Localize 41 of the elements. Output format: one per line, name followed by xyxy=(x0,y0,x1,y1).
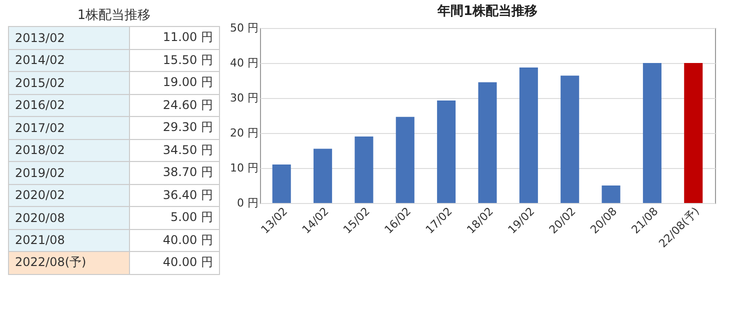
bar xyxy=(478,82,497,203)
y-tick-label: 30 円 xyxy=(230,92,258,104)
bar xyxy=(642,63,662,203)
bar xyxy=(560,76,580,203)
text: 34.50 円 xyxy=(162,142,213,157)
text: 11.00 円 xyxy=(162,30,213,44)
category-label: 2019/02 xyxy=(8,162,130,184)
text: 1株配当推移 xyxy=(76,7,152,25)
category-label: 2018/02 xyxy=(8,139,130,162)
category-label: 2016/02 xyxy=(8,94,130,116)
text: 19.00 円 xyxy=(162,75,213,90)
text: 29.30 円 xyxy=(162,120,213,134)
chart-title: 年間1株配当推移 xyxy=(436,4,538,19)
y-tick-label: 20 円 xyxy=(230,126,258,140)
bar xyxy=(519,68,538,203)
category-label: 2020/02 xyxy=(8,184,130,206)
text: 24.60 円 xyxy=(162,98,213,112)
bar xyxy=(684,63,703,203)
text: 40.00 円 xyxy=(162,232,213,247)
category-label: 2020/08 xyxy=(8,206,130,229)
y-tick-label: 40 円 xyxy=(230,56,258,70)
category-label: 2015/02 xyxy=(8,72,130,94)
text: 15.50 円 xyxy=(162,52,213,67)
text: 5.00 円 xyxy=(170,210,213,224)
bar xyxy=(314,148,332,203)
category-label: 2017/02 xyxy=(8,116,130,139)
bar xyxy=(272,164,291,203)
category-label: 2014/02 xyxy=(8,49,130,72)
text: 40.00 円 xyxy=(162,255,213,270)
category-label: 2013/02 xyxy=(8,26,130,49)
category-label: 2021/08 xyxy=(8,229,130,252)
bar xyxy=(354,136,374,203)
bar xyxy=(396,116,414,203)
y-tick-label: 0 円 xyxy=(237,196,258,210)
text: 38.70 円 xyxy=(162,165,213,180)
bar xyxy=(602,186,620,203)
bar xyxy=(437,100,456,203)
text: 36.40 円 xyxy=(162,188,213,202)
y-tick-label: 10 円 xyxy=(230,162,258,174)
y-tick-label: 50 円 xyxy=(230,22,258,34)
category-label: 2022/08(予) xyxy=(8,252,130,274)
